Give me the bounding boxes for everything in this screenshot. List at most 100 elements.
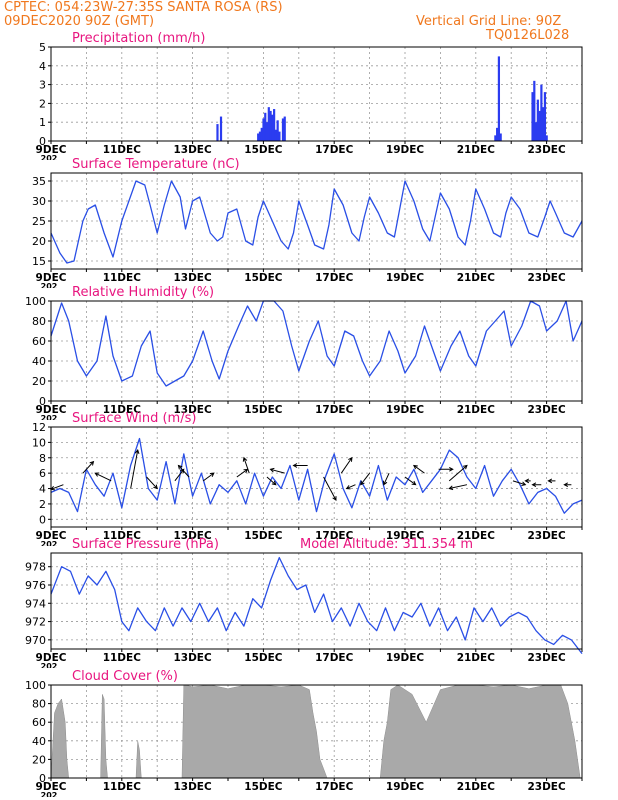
wind-arrow — [202, 472, 215, 482]
x-tick-label: 19DEC — [386, 652, 425, 664]
wind-arrow — [448, 484, 468, 491]
y-tick-label: 974 — [25, 597, 46, 610]
header-location: CPTEC: 054:23W-27:35S SANTA ROSA (RS) — [4, 0, 283, 15]
y-tick-label: 1 — [39, 116, 46, 129]
y-tick-label: 20 — [32, 375, 46, 388]
plot-frame — [50, 552, 583, 650]
precip-bar — [497, 56, 501, 141]
precip-bar — [269, 110, 272, 141]
precip-bar — [265, 122, 269, 141]
y-tick-label: 80 — [32, 698, 46, 711]
x-tick-label: 11DEC — [103, 272, 142, 284]
wind-arrow — [292, 463, 308, 468]
y-tick-label: 978 — [25, 561, 46, 574]
panel-title: Surface Wind (m/s) — [72, 411, 196, 426]
wind-arrow — [242, 456, 250, 474]
wind-arrow — [269, 467, 285, 474]
y-tick-label: 60 — [32, 716, 46, 729]
y-tick-label: 976 — [25, 579, 46, 592]
y-tick-label: 35 — [32, 175, 46, 188]
wind-arrow — [547, 478, 556, 484]
wind-arrow — [177, 464, 190, 478]
panel-title: Surface Temperature (nC) — [72, 157, 240, 172]
header-grid-note: Vertical Grid Line: 90Z — [416, 14, 562, 29]
plot-frame — [50, 46, 583, 142]
y-tick-label: 80 — [32, 315, 46, 328]
x-tick-label: 9DEC — [36, 272, 67, 284]
x-tick-label: 9DEC — [36, 530, 67, 542]
wind-arrow — [236, 468, 249, 478]
year-label: 202 — [41, 791, 58, 800]
y-tick-label: 100 — [25, 679, 46, 692]
y-tick-label: 0 — [39, 772, 46, 785]
x-tick-label: 11DEC — [103, 530, 142, 542]
panel-title: Surface Pressure (hPa) — [72, 537, 219, 552]
precip-bar — [499, 133, 502, 141]
x-tick-label: 21DEC — [457, 781, 496, 793]
x-tick-label: 15DEC — [244, 652, 283, 664]
precip-bar — [283, 116, 286, 141]
x-tick-label: 21DEC — [457, 272, 496, 284]
wind-arrow — [146, 476, 158, 490]
x-tick-label: 13DEC — [173, 652, 212, 664]
y-tick-label: 100 — [25, 295, 46, 308]
wind-series-line — [50, 437, 583, 514]
y-tick-label: 5 — [39, 41, 46, 54]
x-tick-label: 23DEC — [527, 652, 566, 664]
wind-arrow — [360, 472, 370, 486]
y-tick-label: 970 — [25, 634, 46, 647]
panel-temperature: 15 20 25 30 35 9DEC 11DEC 13DEC 15DEC 17DEC 19DEC 2… — [32, 157, 583, 288]
x-tick-label: 15DEC — [244, 144, 283, 156]
pressure-series-line — [50, 556, 583, 654]
wind-arrow — [531, 482, 542, 488]
x-tick-label: 13DEC — [173, 530, 212, 542]
precip-bar — [538, 110, 541, 141]
year-label: 202 — [41, 154, 58, 163]
wind-arrow — [404, 476, 417, 486]
precip-bar — [276, 120, 279, 141]
y-tick-label: 60 — [32, 335, 46, 348]
precip-bar — [267, 107, 270, 141]
y-tick-label: 6 — [39, 467, 46, 480]
x-tick-label: 9DEC — [36, 144, 67, 156]
x-tick-label: 23DEC — [527, 404, 566, 416]
y-tick-label: 2 — [39, 498, 46, 511]
wind-arrow — [340, 456, 353, 474]
precip-bar — [534, 122, 538, 141]
wind-arrow — [323, 476, 337, 501]
y-tick-label: 40 — [32, 735, 46, 748]
year-label: 202 — [41, 414, 58, 423]
wind-arrow — [524, 478, 531, 484]
x-tick-label: 21DEC — [457, 404, 496, 416]
precip-bar — [216, 124, 219, 141]
x-tick-label: 19DEC — [386, 781, 425, 793]
year-label: 202 — [41, 662, 58, 671]
precip-bar — [278, 131, 281, 141]
precip-bar — [262, 118, 265, 141]
wind-arrow — [448, 464, 468, 482]
x-tick-label: 17DEC — [315, 781, 354, 793]
precip-bar — [542, 107, 545, 141]
x-tick-label: 15DEC — [244, 530, 283, 542]
precip-bar — [494, 135, 497, 141]
x-tick-label: 15DEC — [244, 404, 283, 416]
wind-arrow — [345, 484, 356, 490]
wind-arrow — [130, 449, 140, 489]
x-tick-label: 17DEC — [315, 530, 354, 542]
y-tick-label: 20 — [32, 753, 46, 766]
x-tick-label: 13DEC — [173, 272, 212, 284]
temperature-series-line — [50, 180, 583, 264]
precip-bar — [540, 84, 543, 141]
panel-humidity: 0 20 40 60 80 100 9DEC 11DEC 13DEC 15DEC 17DEC 19DE… — [25, 285, 583, 423]
y-tick-label: 20 — [32, 235, 46, 248]
panel-precip: 0 1 2 3 4 5 9DEC 11DEC 13DEC 15DEC 17DEC 19DEC 21DEC… — [36, 31, 583, 163]
plot-frame — [50, 300, 583, 402]
precip-bar — [545, 135, 548, 141]
x-tick-label: 19DEC — [386, 272, 425, 284]
precip-bar — [536, 99, 539, 141]
panel-title: Relative Humidity (%) — [72, 285, 214, 300]
header-run-time: 09DEC2020 90Z (GMT) — [4, 14, 155, 29]
y-tick-label: 4 — [39, 483, 46, 496]
x-tick-label: 19DEC — [386, 404, 425, 416]
